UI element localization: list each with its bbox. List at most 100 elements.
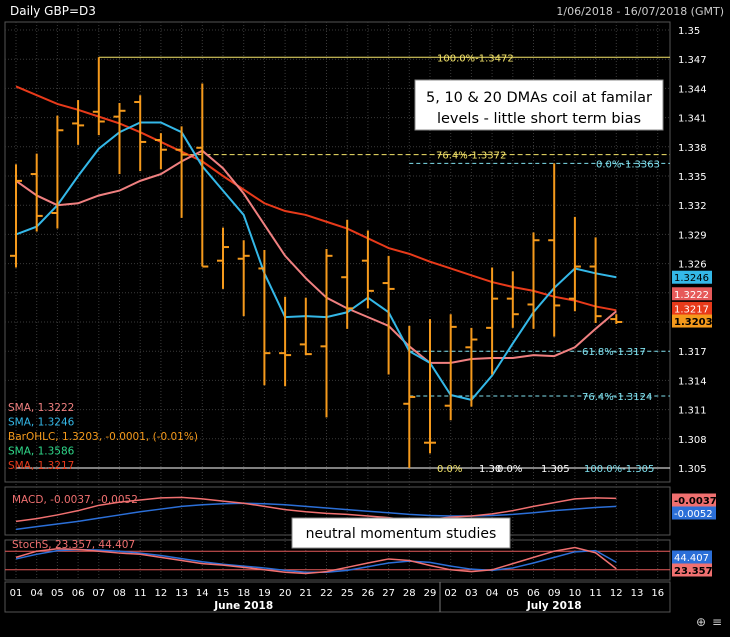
date-tick-label: 10	[569, 588, 582, 599]
date-tick-label: 19	[258, 588, 271, 599]
fib-bottom-label: 0.0%	[497, 464, 522, 475]
ohlc-bar	[51, 115, 64, 229]
fib-bottom-label: 0.0%	[437, 464, 462, 475]
fib-upper-label: 100.0%-1.3472	[437, 53, 514, 64]
date-tick-label: 08	[113, 588, 126, 599]
time-axis: 01 04 05 06 07 08 11 12 13 14 15 18 19 20 21 22 25 26 27 28…	[10, 582, 664, 612]
price-tag-box	[672, 287, 712, 301]
settings-icon[interactable]: ≡	[712, 615, 722, 629]
ohlc-bar	[134, 95, 147, 172]
momentum-annotation: neutral momentum studies	[291, 517, 511, 549]
price-tick-label: 1.308	[678, 435, 707, 446]
stoch-tag-label: 23.357	[674, 566, 713, 577]
main-annotation-line-1: 5, 10 & 20 DMAs coil at familar	[426, 90, 652, 106]
date-tick-label: 05	[51, 588, 64, 599]
date-tick-label: 26	[362, 588, 375, 599]
date-tick-label: 11	[134, 588, 147, 599]
date-tick-label: 16	[651, 588, 664, 599]
price-tag-label: 1.3246	[674, 273, 709, 284]
price-tick-label: 1.329	[678, 230, 707, 241]
stoch-tag-box	[672, 563, 712, 577]
stoch-label: StochS, 23.357, 44.407	[12, 539, 135, 551]
ohlc-bar	[217, 227, 229, 289]
ohlc-bar	[506, 271, 519, 328]
price-tag-label: 1.3217	[674, 304, 709, 315]
moving-averages	[15, 85, 617, 401]
macd-tag-box	[672, 506, 716, 520]
date-tick-label: 04	[30, 588, 43, 599]
price-tag-box	[672, 314, 712, 328]
date-tick-label: 05	[506, 588, 519, 599]
main-annotation-line-2: levels - little short term bias	[437, 111, 641, 127]
month-label: July 2018	[526, 600, 582, 612]
date-tick-label: 04	[486, 588, 499, 599]
price-tick-label: 1.332	[678, 201, 707, 212]
macd-tag-box	[672, 493, 716, 507]
fib-upper-label: 76.4%-1.3372	[436, 151, 506, 162]
legend: SMA, 1.3222 SMA, 1.3246 BarOHLC, 1.3203, -…	[8, 402, 198, 472]
date-tick-label: 12	[155, 588, 168, 599]
ohlc-bar	[279, 296, 292, 387]
ohlc-bar	[113, 103, 126, 175]
legend-entry: SMA, 1.3586	[8, 446, 75, 458]
price-tick-label: 1.311	[678, 406, 707, 417]
ohlc-bar	[154, 133, 167, 170]
fib-lower-label: 76.4%-1.3124	[582, 392, 652, 403]
price-tag-box	[672, 270, 712, 284]
macd-panel: MACD, -0.0037, -0.0052 -0.0037 -0.0052	[12, 493, 717, 531]
fib-bottom-label: 1.30	[479, 464, 501, 475]
time-axis-frame	[4, 581, 671, 613]
ohlc-bar	[486, 267, 499, 375]
stoch-k-line	[15, 546, 617, 575]
price-tag-label: 1.3203	[674, 317, 713, 328]
price-tag-label: 1.3222	[674, 290, 709, 301]
fib-lower-label: 100.0%-1.305	[584, 464, 654, 475]
ohlc-bar	[237, 240, 250, 317]
date-tick-label: 22	[320, 588, 333, 599]
stoch-panel: StochS, 23.357, 44.407 44.407 23.357	[5, 539, 713, 577]
chart-date-range: 1/06/2018 - 16/07/2018 (GMT)	[556, 5, 724, 18]
ohlc-bar	[465, 327, 478, 407]
date-tick-label: 02	[444, 588, 457, 599]
date-tick-label: 12	[610, 588, 623, 599]
date-tick-label: 09	[548, 588, 561, 599]
date-tick-label: 28	[403, 588, 416, 599]
fib-lower-label: 0.0%-1.3363	[596, 159, 660, 170]
momentum-annotation-text: neutral momentum studies	[306, 526, 497, 542]
date-tick-label: 11	[589, 588, 602, 599]
ohlc-bar	[341, 219, 354, 329]
ohlc-bar	[10, 164, 22, 268]
date-tick-label: 29	[424, 588, 437, 599]
price-tick-label: 1.305	[678, 464, 707, 475]
price-tick-label: 1.341	[678, 114, 707, 125]
macd-tag-label: -0.0052	[674, 509, 713, 520]
date-tick-label: 14	[196, 588, 209, 599]
ohlc-bar	[258, 249, 271, 386]
ohlc-bar	[610, 314, 623, 324]
zoom-icon[interactable]: ⊕	[696, 615, 706, 629]
legend-entry: SMA, 1.3246	[8, 417, 75, 429]
macd-line	[15, 496, 617, 523]
price-tick-label: 1.335	[678, 172, 707, 183]
price-tick-label: 1.326	[678, 260, 707, 271]
macd-tag-label: -0.0037	[674, 496, 717, 507]
ohlc-bar	[92, 57, 105, 136]
macd-signal-line	[15, 502, 617, 531]
price-tick-label: 1.344	[678, 84, 707, 95]
date-tick-label: 03	[465, 588, 478, 599]
price-tick-label: 1.35	[678, 26, 700, 37]
date-tick-label: 01	[10, 588, 23, 599]
ohlc-bar	[548, 163, 561, 337]
ohlc-bar	[72, 100, 85, 145]
ohlc-bar	[568, 216, 581, 312]
price-tick-label: 1.317	[678, 347, 707, 358]
legend-entry: BarOHLC, 1.3203, -0.0001, (-0.01%)	[8, 431, 198, 443]
date-tick-label: 25	[341, 588, 354, 599]
ohlc-bar	[527, 232, 540, 329]
date-tick-label: 06	[72, 588, 85, 599]
date-tick-label: 15	[217, 588, 230, 599]
sma10-line	[15, 121, 617, 401]
ohlc-bar	[320, 249, 333, 418]
